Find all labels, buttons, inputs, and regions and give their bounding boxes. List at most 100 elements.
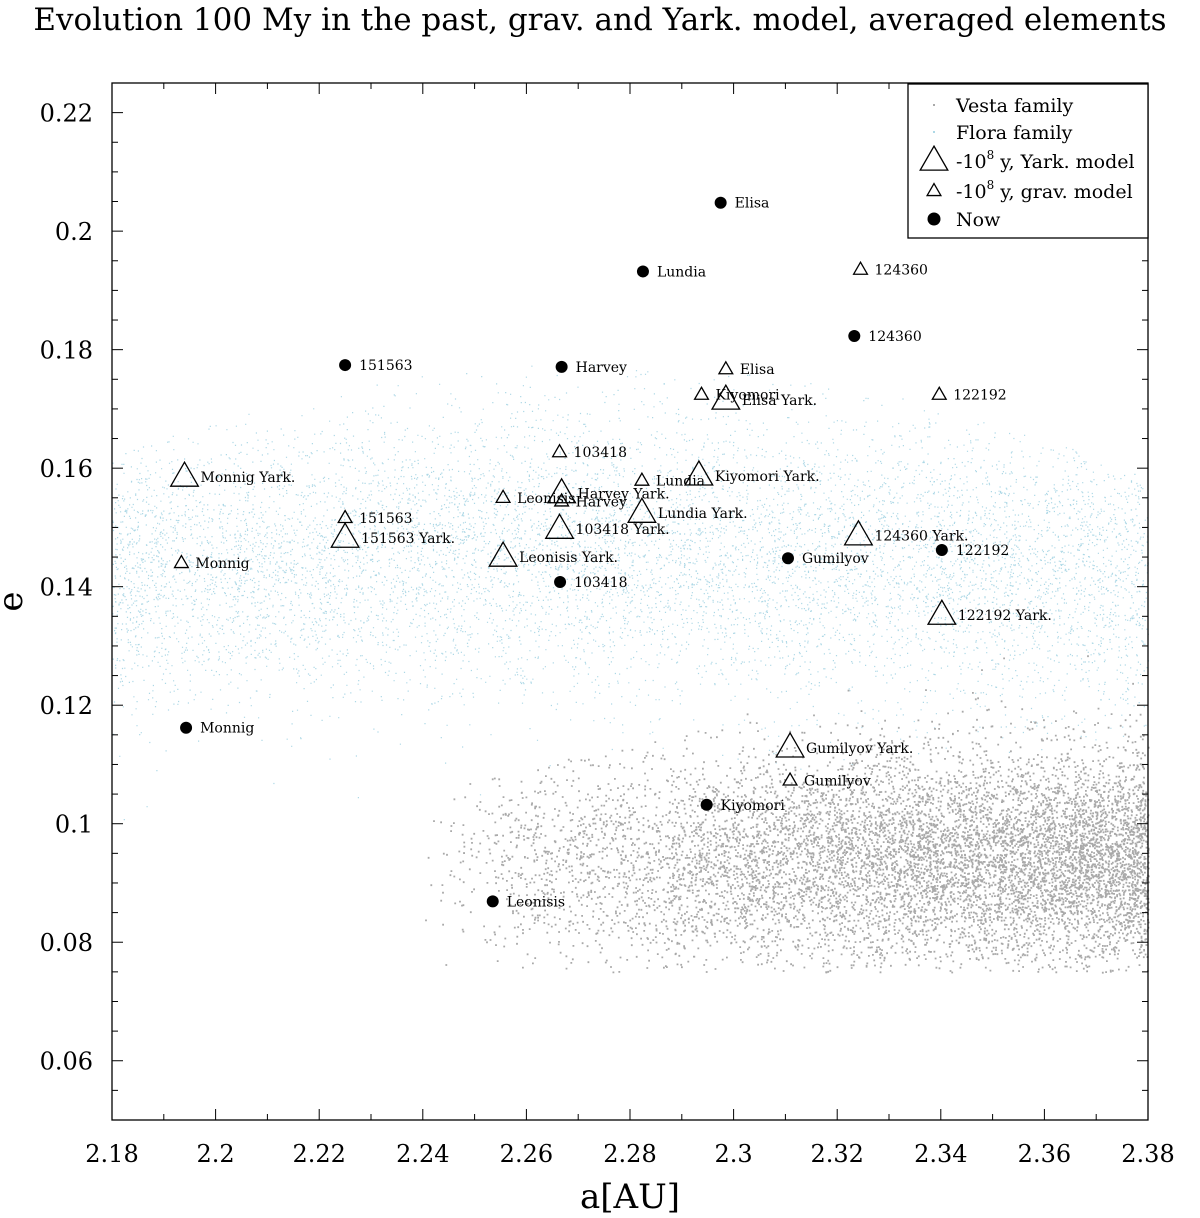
plot-frame	[111, 82, 1149, 1121]
x-tick-label: 2.34	[914, 1140, 967, 1168]
point-label: 103418	[574, 445, 627, 461]
point-label: Leonisis Yark.	[519, 550, 618, 566]
x-tick-label: 2.3	[715, 1140, 753, 1168]
yark-model-marker	[926, 598, 957, 625]
legend-entry-label: -108 y, Yark. model	[956, 148, 1135, 173]
point-label: Harvey	[576, 494, 627, 510]
y-tick-label: 0.14	[40, 574, 93, 602]
now-marker	[555, 360, 568, 373]
grav-model-marker	[495, 489, 512, 504]
yark-model-marker	[544, 513, 575, 539]
chart-title: Evolution 100 My in the past, grav. and …	[33, 2, 1167, 38]
point-label: 124360	[868, 329, 921, 345]
y-tick-labels: 0.06 0.08 0.1 0.12 0.14 0.16 0.18 0.2 0.22	[40, 100, 93, 1076]
now-marker	[554, 575, 567, 588]
now-marker	[781, 552, 794, 565]
point-label: Lundia	[657, 264, 706, 280]
grav-model-marker	[782, 771, 799, 786]
point-label: Kiyomori	[721, 798, 786, 814]
now-marker	[180, 721, 193, 734]
legend-yark-marker	[919, 144, 949, 171]
now-marker	[848, 330, 861, 343]
x-tick-label: 2.24	[396, 1140, 449, 1168]
y-tick-label: 0.2	[55, 218, 93, 246]
legend-entry-label: -108 y, grav. model	[956, 178, 1133, 203]
x-tick-label: 2.36	[1018, 1140, 1071, 1168]
point-label: Elisa	[740, 362, 775, 378]
y-tick-label: 0.18	[40, 337, 93, 365]
yark-model-marker	[626, 497, 657, 523]
asteroid-markers: Elisa Lundia 124360 151563 Harvey Gumilyov 122…	[169, 196, 1052, 910]
y-tick-label: 0.12	[40, 692, 93, 720]
x-tick-label: 2.26	[500, 1140, 553, 1168]
point-label: 122192 Yark.	[958, 608, 1052, 624]
legend-entry-label: Vesta family	[955, 95, 1074, 117]
now-marker	[714, 196, 727, 209]
x-tick-label: 2.28	[603, 1140, 656, 1168]
point-label: Monnig	[195, 556, 249, 572]
point-label: Gumilyov	[804, 773, 871, 789]
legend-now-marker	[927, 212, 941, 226]
point-label: Harvey	[576, 360, 627, 376]
now-marker	[700, 798, 713, 811]
x-tick-label: 2.2	[197, 1140, 235, 1168]
x-axis-label: a[AU]	[580, 1177, 680, 1217]
point-label: Elisa Yark.	[742, 393, 817, 409]
legend-dot-marker	[933, 104, 935, 106]
yark-model-marker	[488, 540, 519, 567]
point-label: Kiyomori Yark.	[715, 469, 820, 485]
x-tick-label: 2.38	[1121, 1140, 1174, 1168]
x-tick-label: 2.22	[292, 1140, 345, 1168]
y-tick-label: 0.1	[55, 811, 93, 839]
y-axis-label: e	[0, 591, 31, 611]
point-label: Gumilyov Yark.	[806, 741, 913, 757]
point-label: 103418	[574, 575, 627, 591]
point-label: Lundia Yark.	[658, 506, 748, 522]
family-dots-layer	[112, 364, 1150, 974]
yark-model-marker	[546, 477, 577, 504]
yark-model-marker	[775, 731, 805, 758]
grav-model-marker	[633, 471, 650, 486]
point-label: Leonisis	[517, 491, 575, 507]
legend-box	[907, 83, 1149, 239]
legend-entry-label: Now	[956, 209, 1001, 231]
grav-model-marker	[693, 385, 710, 400]
y-tick-label: 0.06	[40, 1048, 93, 1076]
point-label: 124360	[875, 263, 928, 279]
yark-model-marker	[683, 459, 714, 486]
vesta-family-dots	[425, 655, 1150, 974]
grav-model-marker	[551, 443, 568, 458]
flora-family-dots	[112, 364, 1150, 821]
grav-model-marker	[852, 260, 869, 275]
legend-dot-marker	[933, 131, 935, 133]
point-label: 122192	[956, 543, 1009, 559]
now-marker	[339, 359, 352, 372]
legend-grav-marker	[925, 182, 943, 197]
point-label: Leonisis	[507, 894, 565, 910]
grav-model-marker	[931, 385, 948, 400]
point-label: Monnig Yark.	[201, 470, 296, 486]
point-label: Gumilyov	[802, 551, 869, 567]
point-label: 151563	[359, 358, 412, 374]
x-tick-labels: 2.18 2.2 2.22 2.24 2.26 2.28 2.3 2.32 2.34 2.36 2.…	[85, 1140, 1174, 1168]
point-label: 151563 Yark.	[361, 531, 455, 547]
y-tick-label: 0.22	[40, 100, 93, 128]
yark-model-marker	[330, 521, 361, 548]
point-label: Kiyomori	[715, 388, 780, 404]
x-tick-label: 2.18	[85, 1140, 138, 1168]
point-label: 103418 Yark.	[576, 522, 670, 538]
point-label: 124360 Yark.	[874, 529, 968, 545]
now-marker	[935, 543, 948, 556]
grav-model-marker	[553, 492, 570, 507]
x-tick-label: 2.32	[810, 1140, 863, 1168]
point-label: Monnig	[200, 721, 254, 737]
y-tick-label: 0.16	[40, 455, 93, 483]
yark-model-marker	[710, 383, 741, 410]
yark-model-marker	[843, 519, 874, 546]
now-marker	[636, 265, 649, 278]
now-marker	[486, 895, 499, 908]
point-label: Harvey Yark.	[578, 487, 670, 503]
grav-model-marker	[173, 554, 190, 569]
y-tick-label: 0.08	[40, 929, 93, 957]
